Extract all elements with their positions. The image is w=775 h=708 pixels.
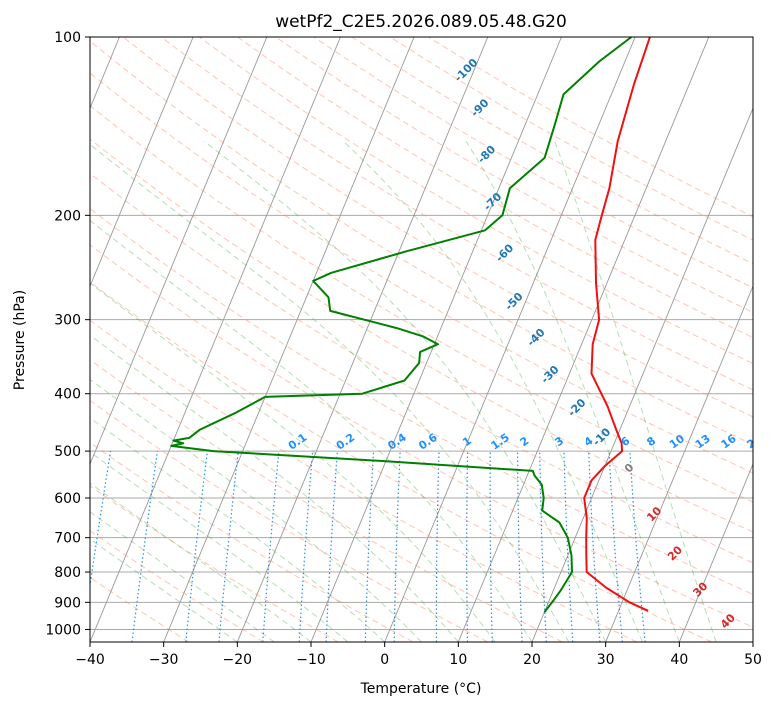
x-tick-label: −40	[75, 652, 105, 668]
dry-adiabat-line	[90, 441, 414, 642]
plot-background	[90, 37, 753, 642]
isotherm-line	[163, 37, 415, 642]
isotherm-line	[384, 37, 636, 642]
chart-title: wetPf2_C2E5.2026.089.05.48.G20	[275, 12, 567, 32]
isotherm-line	[531, 107, 753, 642]
moist-adiabat-line	[90, 282, 496, 642]
dry-adiabat-line	[90, 105, 753, 503]
x-tick-label: 50	[744, 652, 762, 668]
isotherm-line	[236, 37, 489, 642]
mixing-ratio-label: 25	[767, 432, 775, 451]
sounding-profiles	[170, 37, 651, 613]
moist-adiabat-line	[90, 451, 349, 642]
x-tick-label: −30	[149, 652, 179, 668]
dry-adiabat-line	[90, 359, 563, 642]
isotherm-line	[678, 462, 753, 642]
dry-adiabat-line	[90, 399, 488, 642]
moist-adiabat-line	[342, 140, 643, 642]
mixing-ratio-line	[629, 451, 646, 642]
x-axis-ticks: −40 −30 −20 −10 0 10 20 30 40 50	[75, 642, 762, 668]
y-tick-label: 100	[54, 30, 81, 46]
y-tick-label: 1000	[45, 622, 81, 638]
y-tick-label: 300	[54, 313, 81, 329]
x-tick-label: 20	[523, 652, 541, 668]
dry-adiabat-line	[90, 485, 339, 642]
y-tick-label: 600	[54, 491, 81, 507]
isotherm-line	[605, 284, 753, 642]
dry-adiabat-line	[90, 244, 753, 628]
mixing-ratio-line	[218, 451, 239, 642]
isotherm-line	[310, 37, 562, 642]
mixing-ratio-line	[90, 450, 112, 590]
y-axis-ticks: 100 200 300 400 500 600 700 800 900 1000	[45, 30, 90, 638]
moist-adiabat-line	[90, 219, 533, 642]
dry-adiabat-line	[90, 281, 712, 642]
dry-adiabat-line	[90, 72, 753, 474]
isotherm-line	[752, 640, 753, 642]
mixing-ratio-label: 20	[744, 432, 764, 452]
dry-adiabat-line	[313, 37, 753, 289]
moist-adiabat-line	[90, 143, 570, 642]
x-tick-label: −10	[296, 652, 326, 668]
y-tick-label: 500	[54, 444, 81, 460]
moist-adiabat-line	[554, 141, 717, 642]
dry-adiabat-line	[237, 37, 753, 339]
moist-adiabat-line	[90, 334, 459, 642]
y-tick-label: 800	[54, 565, 81, 581]
x-tick-label: 10	[449, 652, 467, 668]
moist-adiabat-line	[90, 482, 312, 642]
y-tick-label: 900	[54, 595, 81, 611]
x-axis-label: Temperature (°C)	[360, 681, 482, 697]
x-tick-label: −20	[223, 652, 253, 668]
x-tick-label: 40	[670, 652, 688, 668]
isotherm-line	[90, 37, 341, 642]
dry-adiabat-line	[90, 319, 638, 642]
isotherm-line	[90, 37, 268, 466]
dry-adiabat-line	[90, 207, 753, 596]
moist-adiabat-line	[90, 417, 386, 642]
moist-adiabat-line	[465, 141, 680, 642]
dry-adiabat-line	[90, 172, 753, 564]
mixing-ratio-line	[185, 451, 208, 642]
temperature-profile-line	[583, 37, 651, 612]
y-tick-label: 700	[54, 531, 81, 547]
x-tick-label: 0	[380, 652, 389, 668]
background-lines	[90, 37, 753, 642]
y-axis-label: Pressure (hPa)	[12, 290, 28, 390]
moist-adiabat-line	[90, 378, 422, 642]
y-tick-label: 200	[54, 208, 81, 224]
mixing-ratio-line	[131, 451, 158, 642]
dry-adiabat-line	[90, 530, 264, 642]
mixing-ratio-line	[608, 451, 623, 642]
dry-adiabat-line	[199, 37, 753, 365]
dry-adiabat-line	[90, 138, 753, 533]
moist-adiabat-line	[90, 511, 275, 642]
moist-adiabat-line	[203, 140, 607, 642]
mixing-ratio-line	[262, 451, 280, 642]
isotherm-line	[457, 37, 710, 642]
dewpoint-profile-line	[170, 37, 633, 613]
plot-frame	[89, 36, 754, 643]
x-tick-label: 30	[597, 652, 615, 668]
isotherm-line	[90, 37, 194, 288]
y-tick-label: 400	[54, 387, 81, 403]
dry-adiabat-line	[90, 40, 753, 446]
